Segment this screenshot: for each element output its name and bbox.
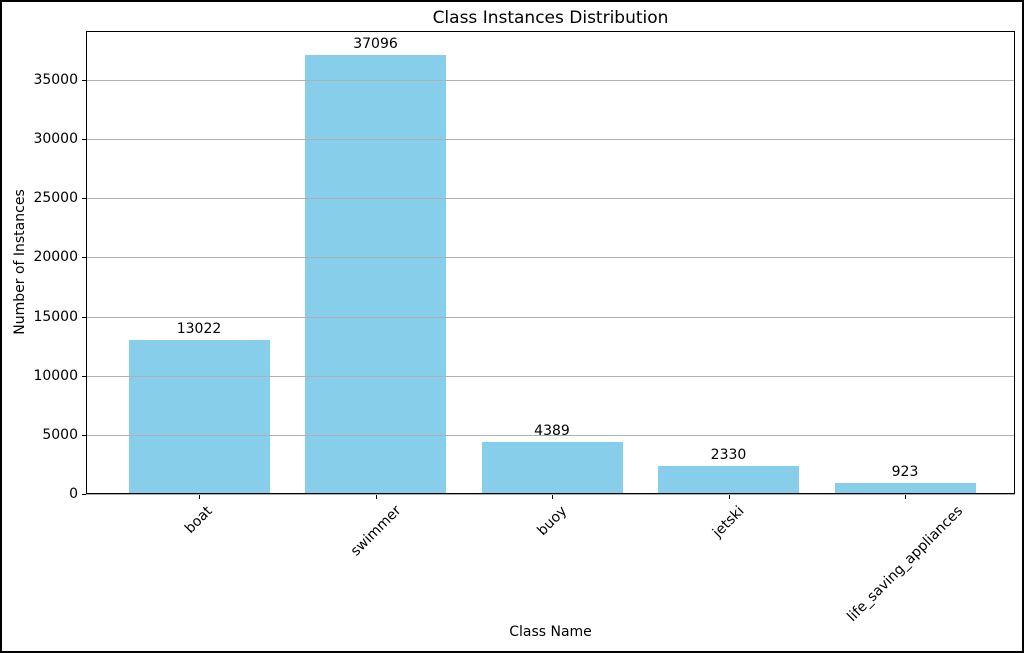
- bar-value-label: 37096: [353, 36, 398, 53]
- bar-buoy: [481, 442, 623, 494]
- y-gridline: [86, 494, 1015, 495]
- y-gridline: [86, 375, 1015, 377]
- x-tick-label-boat: boat: [181, 503, 216, 537]
- bar-value-label: 4389: [534, 423, 570, 440]
- y-tick-label: 5000: [42, 426, 78, 443]
- y-tick-label: 20000: [33, 249, 78, 266]
- y-tick-label: 15000: [33, 308, 78, 325]
- x-tick-mark: [375, 495, 377, 499]
- y-tick-mark: [82, 434, 86, 436]
- y-tick-mark: [82, 494, 86, 495]
- x-tick-mark: [728, 495, 730, 499]
- y-tick-mark: [82, 257, 86, 259]
- y-gridline: [86, 257, 1015, 259]
- x-axis-label: Class Name: [509, 624, 592, 640]
- x-tick-mark: [199, 495, 200, 499]
- y-tick-mark: [82, 198, 86, 200]
- y-tick-mark: [82, 316, 86, 318]
- y-tick-label: 25000: [33, 190, 78, 207]
- y-tick-mark: [82, 375, 86, 377]
- y-gridline: [86, 80, 1015, 82]
- bar-value-label: 923: [891, 464, 919, 481]
- y-tick-label: 35000: [33, 72, 78, 89]
- x-tick-label-life_saving_appliances: life_saving_appliances: [844, 502, 967, 625]
- bar-life_saving_appliances: [834, 483, 976, 494]
- bar-boat: [128, 339, 270, 494]
- x-tick-mark: [905, 495, 906, 499]
- bar-value-label: 2330: [710, 447, 747, 464]
- x-tick-label-buoy: buoy: [533, 503, 570, 539]
- y-gridline: [86, 198, 1015, 200]
- x-tick-label-swimmer: swimmer: [347, 502, 405, 560]
- x-tick-label-jetski: jetski: [709, 502, 748, 541]
- y-gridline: [86, 434, 1015, 436]
- y-gridline: [86, 316, 1015, 318]
- chart-title: Class Instances Distribution: [432, 8, 669, 28]
- x-tick-mark: [552, 495, 553, 499]
- y-tick-mark: [82, 139, 86, 141]
- y-gridline: [86, 139, 1015, 141]
- y-tick-label: 30000: [33, 131, 78, 148]
- y-tick-mark: [82, 80, 86, 82]
- bar-swimmer: [305, 55, 446, 494]
- bar-jetski: [658, 466, 799, 494]
- y-tick-label: 10000: [33, 367, 78, 384]
- y-tick-label: 0: [69, 486, 78, 502]
- bar-value-label: 13022: [176, 320, 222, 337]
